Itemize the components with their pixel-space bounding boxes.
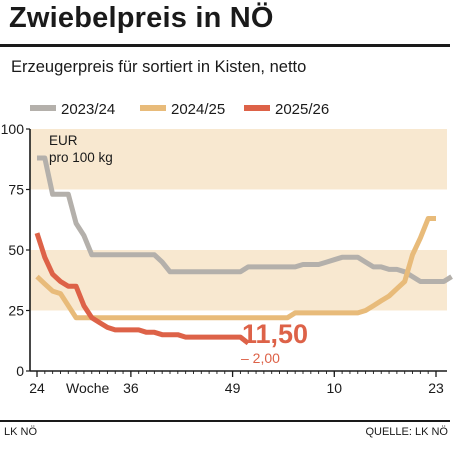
y-tick-label: 100: [1, 121, 25, 137]
y-tick-label: 75: [8, 182, 24, 198]
source-credit-right: QUELLE: LK NÖ: [365, 426, 448, 438]
unit-label-sub: pro 100 kg: [49, 150, 113, 165]
x-tick-label: 23: [428, 380, 444, 396]
legend-label: 2023/24: [61, 101, 115, 118]
change-label: – 2,00: [241, 350, 280, 366]
y-tick-label: 25: [8, 303, 24, 319]
legend-label: 2025/26: [275, 101, 329, 118]
series-line-2025-26: [34, 232, 250, 346]
unit-label: EUR: [49, 133, 78, 148]
shaded-band-1: [30, 129, 447, 190]
x-tick-label: 49: [225, 380, 241, 396]
title-rule: [0, 44, 450, 47]
last-value-label: 11,50: [242, 319, 308, 349]
chart-subtitle: Erzeugerpreis für sortiert in Kisten, ne…: [11, 58, 307, 76]
y-tick-label: 0: [16, 363, 24, 379]
x-axis-label: Woche: [66, 380, 110, 396]
chart-title: Zwiebelpreis in NÖ: [9, 2, 274, 34]
legend-label: 2024/25: [171, 101, 225, 118]
y-tick-label: 50: [8, 242, 24, 258]
x-tick-label: 36: [123, 380, 139, 396]
x-tick-label: 10: [327, 380, 343, 396]
footer-rule: [0, 420, 450, 422]
source-credit-left: LK NÖ: [4, 426, 38, 438]
series-line-2024-25: [35, 216, 436, 321]
x-tick-label: 24: [29, 380, 45, 396]
series-line-2023-24: [37, 155, 453, 284]
